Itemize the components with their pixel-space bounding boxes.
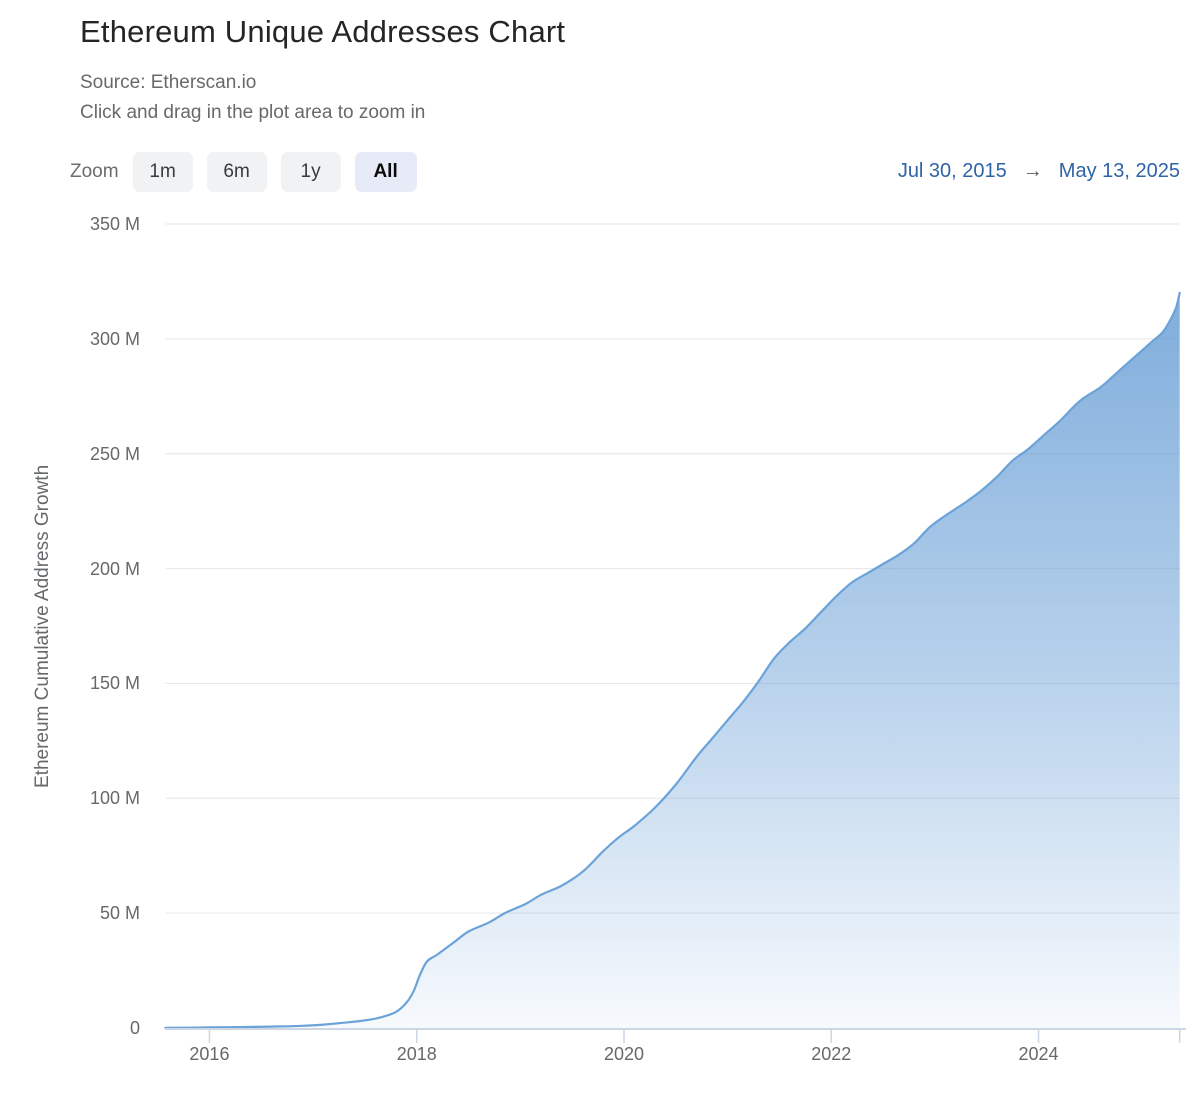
x-tick-label: 2020 (603, 1044, 644, 1064)
y-tick-label: 50 M (99, 903, 140, 924)
x-tick-label: 2018 (396, 1044, 437, 1064)
page-title: Ethereum Unique Addresses Chart (80, 14, 566, 49)
zoom-button-6m[interactable]: 6m (206, 152, 267, 192)
zoom-button-1y[interactable]: 1y (280, 152, 341, 192)
y-tick-label: 300 M (89, 328, 140, 349)
y-tick-label: 200 M (89, 558, 140, 579)
x-tick-label: 2024 (1018, 1044, 1059, 1064)
series-line (164, 291, 1181, 1029)
date-range-start[interactable]: Jul 30, 2015 (897, 160, 1007, 182)
plot-area[interactable] (165, 224, 1179, 1028)
y-tick-label: 100 M (89, 788, 140, 809)
zoom-button-1m[interactable]: 1m (132, 152, 193, 192)
zoom-group-label: Zoom (70, 161, 119, 182)
x-axis-ticks (208, 1030, 1181, 1043)
y-tick-label: 250 M (89, 443, 140, 464)
y-tick-label: 150 M (89, 673, 140, 694)
area-series-fill (165, 292, 1180, 1028)
x-tick-label: 2022 (811, 1044, 852, 1064)
date-range: Jul 30, 2015 → May 13, 2025 (898, 160, 1180, 183)
zoom-button-group: Zoom 1m 6m 1y All (70, 152, 431, 192)
zoom-button-all[interactable]: All (354, 152, 417, 192)
date-range-arrow-icon: → (1022, 160, 1043, 182)
chart-source-subtitle: Source: Etherscan.io (80, 72, 257, 93)
date-range-end[interactable]: May 13, 2025 (1058, 160, 1180, 182)
y-tick-label: 0 (129, 1018, 140, 1038)
x-tick-label: 2016 (189, 1044, 230, 1064)
chart-hint-subtitle: Click and drag in the plot area to zoom … (80, 102, 426, 123)
y-tick-label: 350 M (89, 214, 140, 234)
